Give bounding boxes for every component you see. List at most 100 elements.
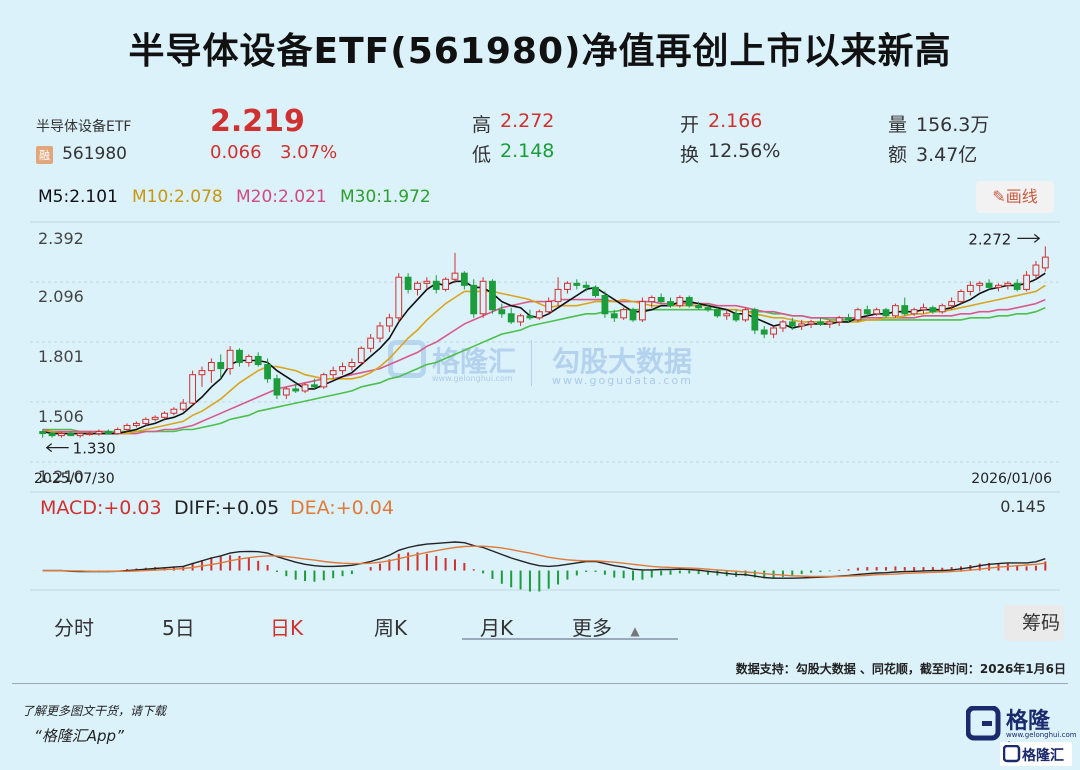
candle: [39, 429, 47, 438]
candle-body: [863, 309, 871, 315]
candle-body: [151, 416, 159, 420]
candle: [835, 315, 843, 326]
ma20-legend: M20:2.021: [236, 187, 327, 207]
candle: [348, 358, 356, 371]
tab-weekly-k[interactable]: 周K: [374, 616, 408, 640]
candle-body: [648, 297, 656, 303]
candle-body: [695, 305, 703, 309]
candle-body: [142, 418, 150, 424]
candle-body: [854, 309, 862, 321]
max-price-marker: 2.272: [968, 230, 1011, 248]
candle-body: [245, 355, 253, 364]
y-tick-label: 1.506: [38, 407, 84, 426]
tab-more[interactable]: 更多 ▲: [572, 616, 640, 640]
candle: [826, 319, 834, 328]
min-price-marker: 1.330: [73, 440, 116, 458]
candle-body: [1023, 274, 1030, 290]
candle-body: [179, 402, 187, 410]
logo-url: www.gelonghui.com: [1006, 731, 1077, 739]
candle: [723, 309, 731, 320]
candle-body: [554, 288, 562, 303]
low-value: 2.148: [500, 140, 555, 162]
candle: [601, 291, 609, 318]
candle: [301, 382, 309, 393]
candle-body: [311, 384, 318, 388]
candle-body: [564, 282, 571, 290]
candle-body: [507, 313, 515, 323]
candle: [86, 431, 93, 436]
candle-body: [957, 290, 965, 303]
candle-body: [414, 282, 421, 290]
candle: [620, 307, 628, 320]
candle-body: [329, 370, 337, 376]
candle: [217, 354, 225, 379]
candle: [610, 309, 618, 322]
chip-distribution-button[interactable]: 筹码: [1004, 605, 1064, 641]
candle: [142, 417, 150, 426]
candle: [76, 433, 84, 438]
x-start-label: 2025/07/30: [34, 471, 115, 487]
candle: [273, 374, 281, 400]
dea-label: DEA:+0.04: [290, 497, 394, 519]
watermark-gogudata-url: www.gogudata.com: [552, 374, 693, 387]
candle: [976, 281, 984, 292]
candle-body: [104, 431, 112, 435]
tab-monthly-k[interactable]: 月K: [480, 616, 514, 640]
candle-body: [273, 378, 281, 396]
candle-body: [592, 286, 599, 297]
candle-body: [770, 327, 777, 335]
candle-body: [348, 362, 356, 368]
candle: [161, 411, 168, 420]
volume-label: 量: [888, 114, 908, 136]
candle: [236, 348, 243, 367]
candle-body: [451, 272, 459, 280]
candle-body: [1004, 282, 1012, 286]
candle: [385, 313, 393, 333]
candle: [807, 319, 815, 328]
candle: [339, 362, 346, 375]
high-label: 高: [472, 114, 492, 136]
watermark-logo-icon: [388, 340, 426, 378]
candle-body: [582, 284, 590, 288]
candle: [507, 307, 515, 324]
candle: [648, 295, 656, 308]
candle: [554, 277, 562, 306]
candle-body: [282, 388, 290, 396]
candle: [264, 358, 271, 383]
candle-body: [779, 321, 787, 329]
candle: [451, 252, 459, 284]
last-price: 2.219: [210, 104, 305, 139]
candle-body: [732, 313, 740, 321]
candle: [938, 303, 946, 314]
candle: [667, 297, 674, 308]
candle-body: [292, 388, 300, 392]
candle: [517, 313, 524, 326]
candle-body: [460, 272, 468, 286]
candle: [751, 307, 759, 335]
corner-logo-icon: [1003, 745, 1021, 763]
candle: [226, 346, 234, 375]
min-arrowhead-icon: [45, 443, 53, 453]
tab-5day[interactable]: 5日: [162, 616, 195, 640]
candle: [788, 317, 796, 331]
turnover-value: 12.56%: [708, 140, 781, 162]
candle: [779, 319, 787, 333]
tab-underline: [462, 638, 678, 640]
candle: [357, 346, 365, 365]
candle: [798, 319, 806, 331]
candle: [882, 307, 890, 318]
candle: [732, 309, 740, 322]
candle-body: [264, 364, 271, 380]
candle: [901, 297, 909, 316]
candle-body: [123, 424, 131, 431]
candle-body: [742, 309, 749, 321]
draw-line-button[interactable]: ✎画线: [976, 181, 1054, 213]
candle-body: [601, 295, 609, 315]
macd-label: MACD:+0.03: [40, 497, 162, 519]
tab-daily-k[interactable]: 日K: [270, 616, 304, 640]
candle: [1023, 271, 1030, 292]
fund-name: 半导体设备ETF: [36, 119, 132, 135]
high-value: 2.272: [500, 110, 555, 132]
tab-intraday[interactable]: 分时: [54, 616, 94, 640]
candle: [179, 399, 187, 412]
